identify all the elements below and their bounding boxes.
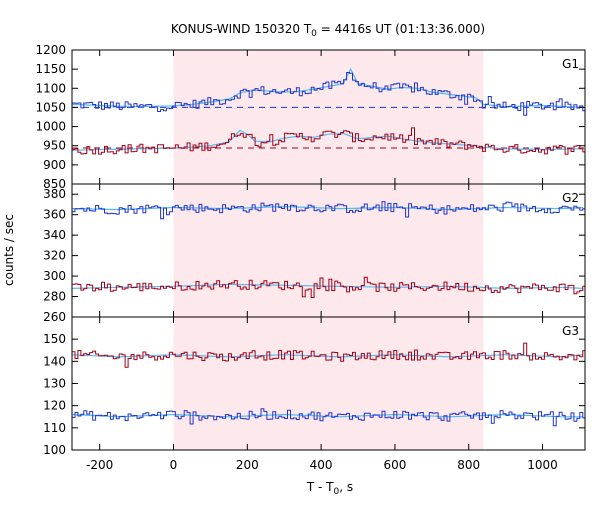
x-tick-label: 200 [236,458,259,472]
y-tick-label: 950 [43,139,66,153]
y-tick-label: 280 [43,290,66,304]
panel-g2: 260 280 300 320 340 360 380 G2 [43,183,586,324]
x-tick-label: 400 [310,458,333,472]
y-axis-label: counts / sec [2,214,16,286]
y-tick-label: 900 [43,158,66,172]
chart-title-rest: = 4416s UT (01:13:36.000) [317,22,485,36]
series-group [72,342,585,427]
series-step-line [72,276,585,298]
x-tick-label: -200 [86,458,113,472]
series-step-line [72,408,585,427]
panel-g3: 100 110 120 130 140 150 G3 [43,316,586,457]
y-tick-label: 320 [43,249,66,263]
highlight-band [173,50,484,184]
chart-title: KONUS-WIND 150320 T0 = 4416s UT (01:13:3… [171,22,485,39]
y-tick-label: 1200 [35,43,66,57]
x-axis-label: T - T0, s [306,480,353,497]
series-step-line [72,127,585,155]
x-tick-label: 600 [383,458,406,472]
panels-layer: 85090095010001050110011501200G1260280300… [35,43,586,472]
y-tick-label: 120 [43,399,66,413]
panel-label-g2: G2 [562,191,579,205]
y-tick-label: 1000 [35,120,66,134]
x-tick-label: 800 [457,458,480,472]
panel-g1: 850 900 950 1000 1050 1100 1150 1200 G1 [35,43,586,191]
series-step-line [72,342,585,368]
series-step-line [72,72,585,116]
y-tick-label: 1050 [35,100,66,114]
series-step-line [72,201,585,220]
series-fit-line [72,283,584,290]
panel-label-g1: G1 [562,57,579,71]
highlight-band [173,317,484,450]
series-group [72,201,585,298]
chart-title-sub: 0 [311,29,317,39]
y-tick-label: 140 [43,354,66,368]
chart-title-main: KONUS-WIND 150320 T [171,22,312,36]
y-tick-label: 110 [43,421,66,435]
y-tick-label: 380 [43,187,66,201]
y-tick-label: 1150 [35,62,66,76]
x-tick-label: 0 [170,458,178,472]
y-tick-label: 260 [43,310,66,324]
series-fit-line [72,129,584,151]
y-tick-label: 100 [43,443,66,457]
y-tick-label: 1100 [35,81,66,95]
y-tick-label: 850 [43,177,66,191]
x-tick-label: 1000 [527,458,558,472]
series-fit-line [72,205,584,211]
y-tick-label: 340 [43,228,66,242]
highlight-band [173,184,484,317]
series-group [72,67,585,155]
x-axis-label-sub: 0 [334,487,340,497]
y-tick-label: 130 [43,377,66,391]
x-axis-label-rest: , s [339,480,353,494]
y-tick-label: 150 [43,332,66,346]
y-tick-label: 300 [43,269,66,283]
panel-label-g3: G3 [562,324,579,338]
y-tick-label: 360 [43,208,66,222]
x-axis-label-main: T - T [306,480,334,494]
